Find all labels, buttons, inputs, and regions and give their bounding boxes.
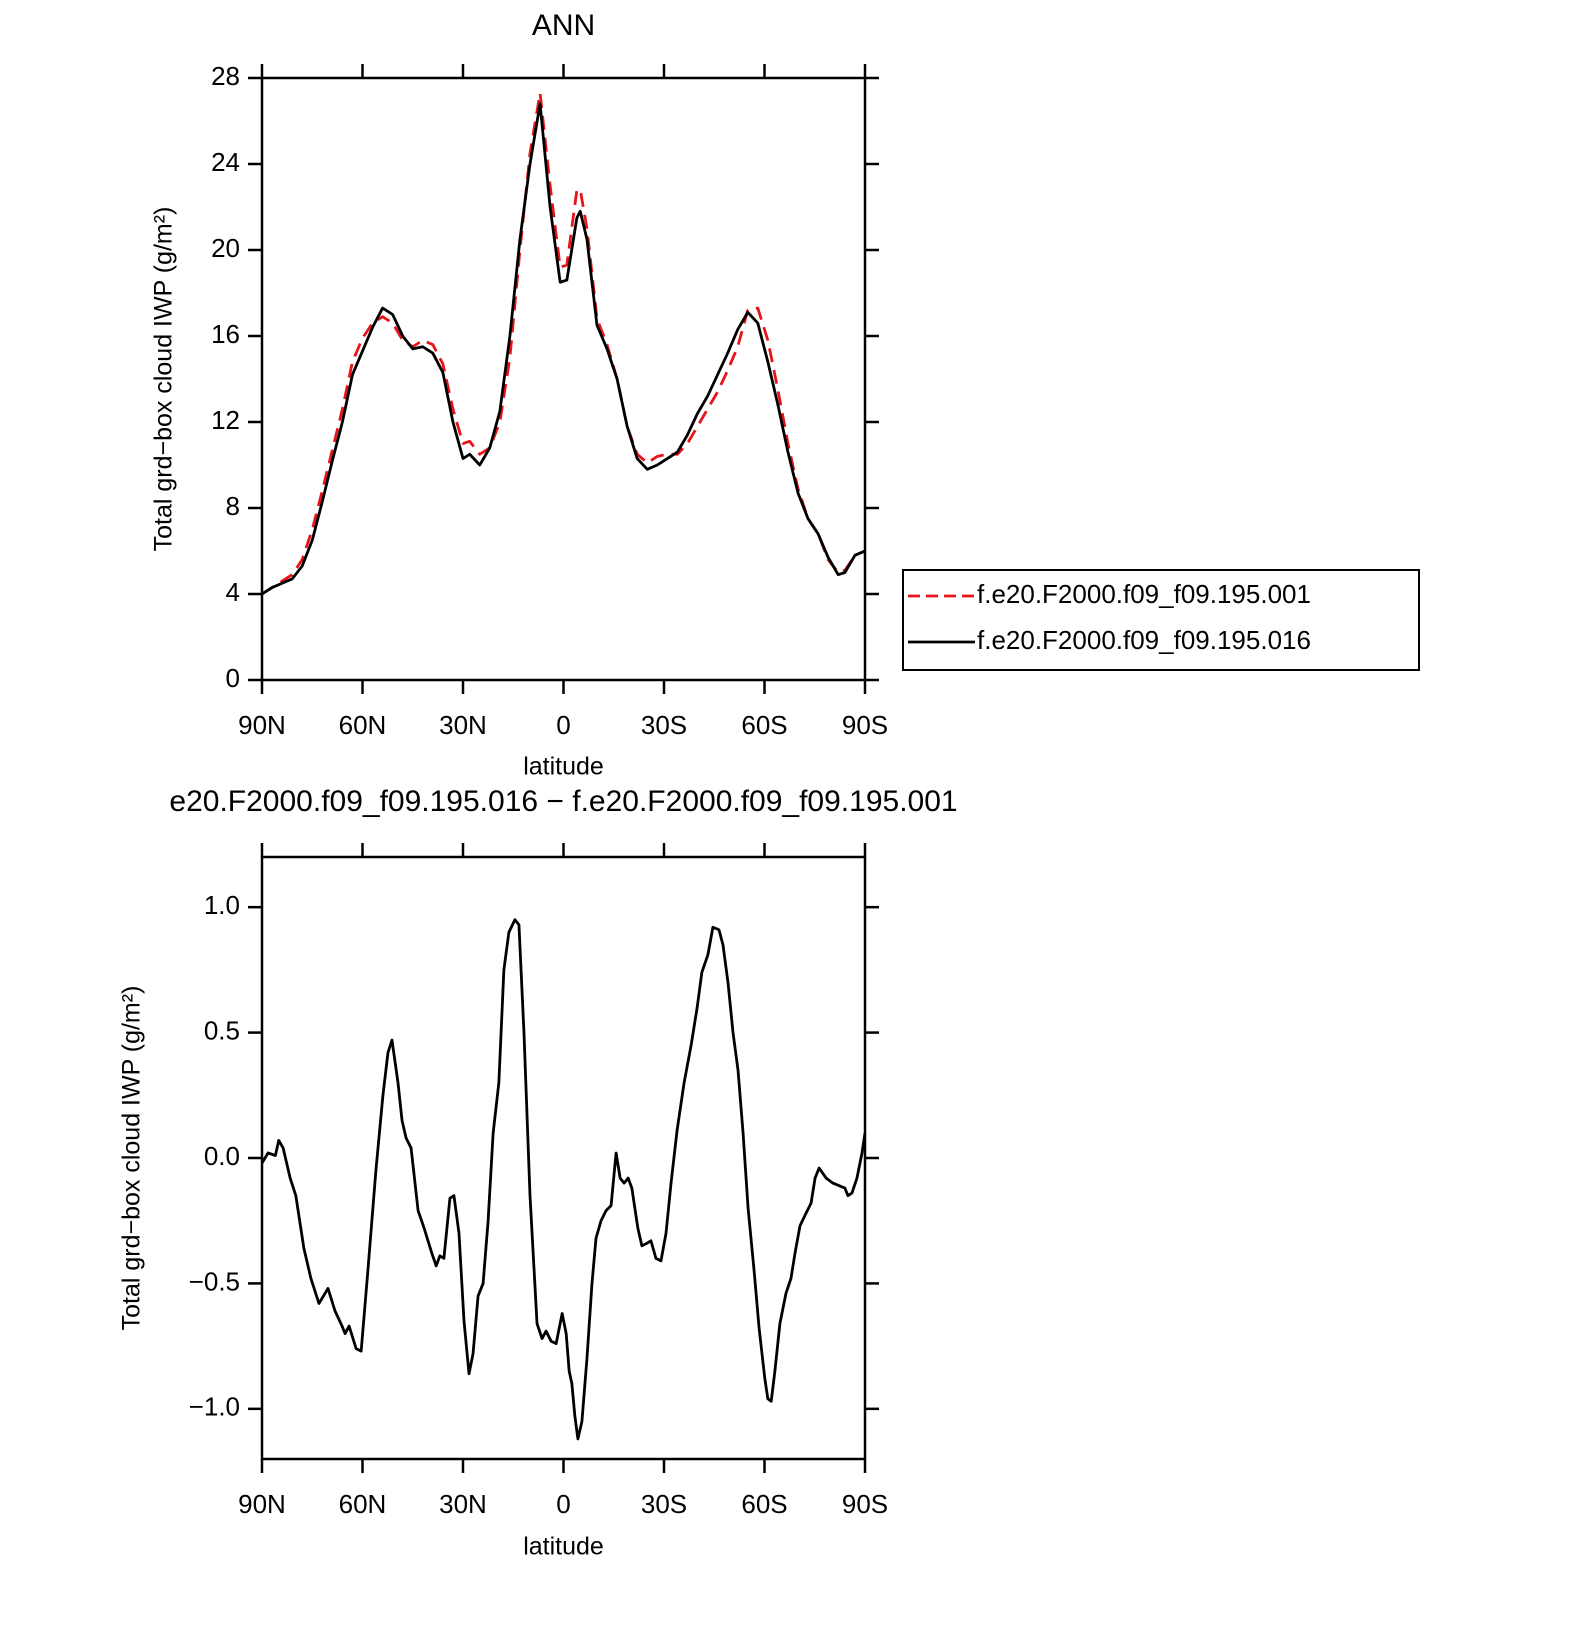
x-tick-label: 60S — [741, 710, 787, 740]
x-tick-label: 90N — [238, 1489, 286, 1519]
data-line — [261, 102, 866, 596]
y-tick-label: 8 — [226, 491, 240, 521]
y-axis-label: Total grd−box cloud IWP (g/m²) — [118, 986, 146, 1331]
y-tick-label: 4 — [226, 577, 240, 607]
y-tick-label: 12 — [211, 405, 240, 435]
plot-frame — [260, 855, 867, 1461]
x-axis-label: latitude — [523, 753, 604, 781]
x-tick-label: 90S — [842, 1489, 888, 1519]
x-tick-label: 30S — [641, 1489, 687, 1519]
x-tick-label: 90N — [238, 710, 286, 740]
x-tick-label: 30S — [641, 710, 687, 740]
y-tick-label: −1.0 — [189, 1392, 240, 1422]
x-tick-label: 90S — [842, 710, 888, 740]
chart-title: e20.F2000.f09_f09.195.016 − f.e20.F2000.… — [169, 785, 957, 818]
x-tick-label: 30N — [439, 710, 487, 740]
y-tick-label: 0.5 — [204, 1015, 240, 1045]
plot-frame — [260, 76, 867, 682]
y-axis-label: Total grd−box cloud IWP (g/m²) — [150, 207, 178, 552]
y-tick-label: 16 — [211, 319, 240, 349]
x-tick-label: 60N — [339, 1489, 387, 1519]
data-line — [260, 918, 867, 1441]
chart-title: ANN — [532, 9, 595, 42]
y-tick-label: 20 — [211, 233, 240, 263]
x-tick-label: 0 — [556, 1489, 570, 1519]
y-tick-label: 0 — [226, 663, 240, 693]
x-tick-label: 30N — [439, 1489, 487, 1519]
x-tick-label: 60S — [741, 1489, 787, 1519]
x-tick-label: 60N — [339, 710, 387, 740]
y-tick-label: 1.0 — [204, 890, 240, 920]
legend-label: f.e20.F2000.f09_f09.195.001 — [977, 579, 1311, 609]
y-tick-label: 0.0 — [204, 1141, 240, 1171]
x-axis-label: latitude — [523, 1533, 604, 1561]
y-tick-label: −0.5 — [189, 1266, 240, 1296]
y-tick-label: 28 — [211, 61, 240, 91]
legend-label: f.e20.F2000.f09_f09.195.016 — [977, 625, 1311, 655]
legend-box — [902, 569, 1420, 671]
y-tick-label: 24 — [211, 147, 240, 177]
x-tick-label: 0 — [556, 710, 570, 740]
data-line — [261, 91, 866, 596]
